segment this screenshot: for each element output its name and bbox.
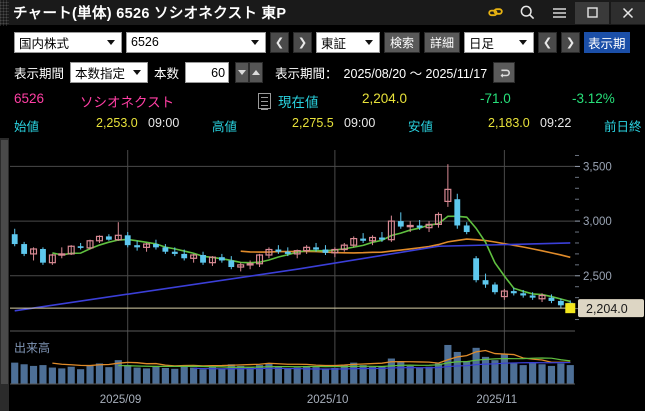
current-price-label: 現在値 — [278, 95, 319, 110]
symbol-code-select[interactable]: 6526 — [126, 31, 266, 53]
count-stepper[interactable] — [235, 62, 264, 83]
open-value: 2,253.0 — [96, 116, 138, 130]
count-decrement-button[interactable] — [235, 62, 250, 83]
count-input[interactable]: 60 — [185, 62, 230, 83]
title-bar: チャート(単体) 6526 ソシオネクスト 東P — [0, 0, 645, 26]
high-label: 高値 — [212, 120, 238, 134]
hamburger-menu-icon[interactable] — [543, 0, 575, 26]
interval-next-button[interactable]: ❯ — [561, 31, 581, 53]
maximize-icon[interactable] — [575, 1, 609, 24]
current-price-value: 2,204.0 — [362, 91, 408, 106]
range-label: 表示期間： — [275, 67, 338, 81]
prev-close-label: 前日終 — [604, 120, 642, 134]
market-kind-value: 国内株式 — [19, 36, 70, 51]
link-icon[interactable] — [479, 0, 511, 26]
chevron-up-icon — [252, 70, 261, 75]
symbol-prev-button[interactable]: ❮ — [270, 31, 289, 53]
chevron-down-icon — [519, 39, 528, 45]
window-title: チャート(単体) 6526 ソシオネクスト 東P — [13, 6, 287, 22]
market-kind-select[interactable]: 国内株式 — [14, 31, 122, 53]
svg-text:2025/09: 2025/09 — [100, 394, 142, 406]
document-icon[interactable] — [258, 93, 271, 110]
quote-name: ソシオネクスト — [80, 95, 175, 110]
chevron-down-icon — [238, 70, 247, 75]
interval-value: 日足 — [469, 36, 495, 51]
svg-text:3,500: 3,500 — [583, 161, 612, 173]
svg-text:2,500: 2,500 — [583, 271, 612, 283]
quote-code: 6526 — [14, 91, 45, 106]
high-time: 09:00 — [344, 116, 376, 130]
svg-text:2025/11: 2025/11 — [476, 394, 517, 406]
search-icon[interactable] — [511, 0, 543, 26]
detail-button[interactable]: 詳細 — [424, 31, 461, 53]
search-button[interactable]: 検索 — [384, 31, 421, 53]
chart-canvas[interactable]: 2,500 3,000 3,500 2025/09 2025/10 2025/11 出来高 2… — [0, 138, 645, 411]
window-grip[interactable] — [0, 0, 9, 26]
price-change-value: -71.0 — [480, 91, 511, 106]
low-label: 安値 — [408, 120, 434, 134]
refresh-icon[interactable] — [493, 62, 516, 83]
vertical-scrollbar[interactable] — [0, 138, 9, 411]
toolbar-primary: 国内株式 6526 ❮ ❯ 東証 検索 詳細 日足 ❮ ❯ 表示期 — [0, 27, 645, 57]
count-increment-button[interactable] — [249, 62, 264, 83]
open-label: 始値 — [14, 120, 40, 134]
interval-select[interactable]: 日足 — [464, 31, 535, 53]
toolbar-secondary: 表示期間 本数指定 本数 60 表示期間： 2025/08/20 ～ 2025/… — [0, 58, 645, 87]
exchange-select[interactable]: 東証 — [316, 31, 380, 53]
display-period-button[interactable]: 表示期 — [584, 31, 630, 53]
price-change-percent: -3.12% — [572, 91, 615, 106]
high-value: 2,275.5 — [292, 116, 334, 130]
svg-text:2,204.0: 2,204.0 — [586, 302, 628, 316]
period-label: 表示期間 — [14, 67, 65, 81]
close-icon[interactable] — [611, 1, 645, 24]
chevron-down-icon — [133, 70, 142, 75]
period-mode-value: 本数指定 — [75, 67, 126, 81]
title-bar-icons — [479, 0, 645, 26]
count-label: 本数 — [154, 67, 180, 81]
svg-text:出来高: 出来高 — [14, 340, 50, 355]
svg-text:2025/10: 2025/10 — [307, 394, 349, 406]
low-time: 09:22 — [540, 116, 572, 130]
chevron-down-icon — [365, 39, 373, 45]
chevron-down-icon — [107, 39, 115, 45]
chart-area[interactable]: 2,500 3,000 3,500 2025/09 2025/10 2025/11 出来高 2… — [0, 138, 645, 411]
svg-text:3,000: 3,000 — [583, 216, 612, 228]
exchange-value: 東証 — [321, 36, 347, 51]
interval-prev-button[interactable]: ❮ — [538, 31, 558, 53]
quote-row-primary: 6526 ソシオネクスト 現在値 2,204.0 -71.0 -3.12% — [0, 88, 645, 112]
period-mode-select[interactable]: 本数指定 — [70, 62, 149, 83]
range-value: 2025/08/20 ～ 2025/11/17 — [343, 67, 488, 81]
chevron-down-icon — [251, 39, 259, 45]
quote-row-ohlc: 始値 2,253.0 09:00 高値 2,275.5 09:00 安値 2,1… — [0, 112, 645, 136]
open-time: 09:00 — [148, 116, 180, 130]
symbol-next-button[interactable]: ❯ — [293, 31, 312, 53]
low-value: 2,183.0 — [488, 116, 530, 130]
symbol-code-value: 6526 — [131, 35, 159, 49]
